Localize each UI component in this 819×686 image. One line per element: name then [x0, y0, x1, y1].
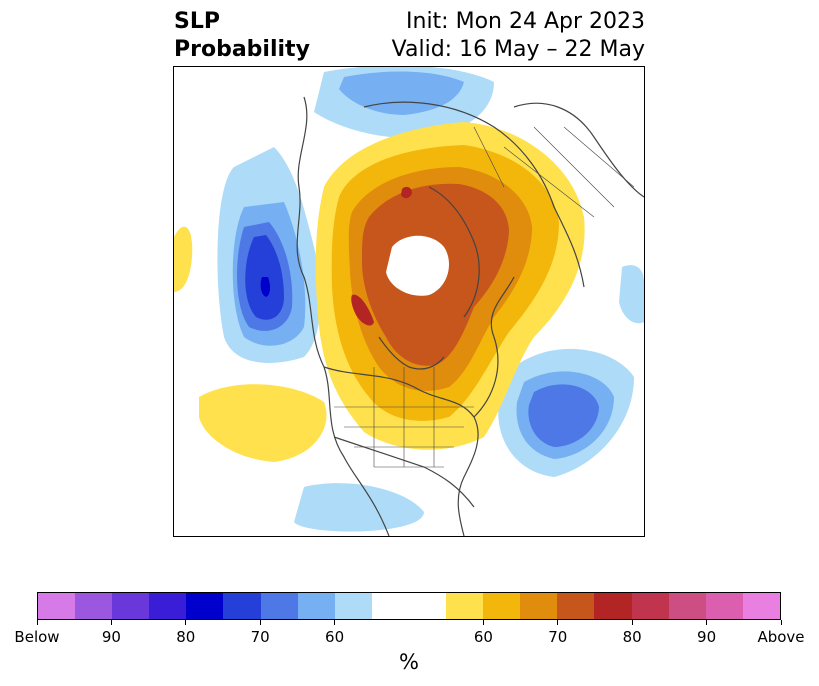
- colorbar-cell: [223, 593, 261, 619]
- globe-map-icon: [174, 67, 644, 536]
- colorbar-cell: [446, 593, 484, 619]
- colorbar-cell: [297, 593, 335, 619]
- colorbar-cell: [520, 593, 558, 619]
- colorbar-tick-label: 90: [101, 628, 121, 646]
- colorbar-cell: [75, 593, 113, 619]
- colorbar-cell: [631, 593, 669, 619]
- polar-white-region: [386, 235, 449, 296]
- colorbar-tick-label: 70: [548, 628, 568, 646]
- colorbar-tick-mark: [334, 620, 336, 625]
- colorbar-cell: [186, 593, 224, 619]
- colorbar-unit: %: [399, 650, 419, 674]
- title-valid: Valid: 16 May – 22 May: [391, 37, 645, 62]
- below-60-region-edge: [619, 265, 644, 324]
- title-product: Probability: [174, 37, 310, 62]
- colorbar-cell: [38, 593, 76, 619]
- probability-map: [173, 66, 645, 537]
- colorbar-tick-label: Above: [757, 628, 805, 646]
- colorbar-cell: [742, 593, 780, 619]
- title-left: SLP Probability: [174, 8, 310, 64]
- colorbar-tick-mark: [631, 620, 633, 625]
- colorbar-tick-mark: [110, 620, 112, 625]
- colorbar-tick-label: 60: [473, 628, 493, 646]
- colorbar-cell: [371, 593, 409, 619]
- colorbar-tick-mark: [482, 620, 484, 625]
- above-60-region-south: [199, 384, 327, 462]
- above-60-region-west-edge: [174, 226, 193, 292]
- colorbar-tick-mark: [706, 620, 708, 625]
- colorbar-tick-mark: [780, 620, 782, 625]
- colorbar-tick-label: 70: [250, 628, 270, 646]
- colorbar-cell: [408, 593, 447, 619]
- colorbar-cell: [557, 593, 595, 619]
- colorbar-cell: [334, 593, 372, 619]
- colorbar-tick-mark: [259, 620, 261, 625]
- title-variable: SLP: [174, 9, 220, 34]
- colorbar-tick-label: 80: [176, 628, 196, 646]
- above-strong-region-2: [351, 294, 374, 326]
- colorbar-cell: [705, 593, 743, 619]
- colorbar-tick-mark: [185, 620, 187, 625]
- title-right: Init: Mon 24 Apr 2023 Valid: 16 May – 22…: [392, 8, 645, 64]
- colorbar-tick-label: 60: [325, 628, 345, 646]
- below-strong-region-west: [260, 277, 271, 297]
- colorbar-cell: [668, 593, 706, 619]
- title-init: Init: Mon 24 Apr 2023: [406, 9, 645, 34]
- colorbar-tick-label: 90: [697, 628, 717, 646]
- colorbar-tick-mark: [557, 620, 559, 625]
- colorbar-cell: [483, 593, 521, 619]
- colorbar-tick-label: Below: [14, 628, 60, 646]
- colorbar-tick-label: 80: [622, 628, 642, 646]
- below-60-region-south: [294, 483, 424, 532]
- colorbar-cell: [260, 593, 298, 619]
- borders: [334, 126, 635, 468]
- below-80-region-east: [528, 384, 599, 447]
- above-strong-region-1: [401, 186, 412, 199]
- colorbar-cell: [149, 593, 187, 619]
- colorbar-tick-mark: [36, 620, 38, 625]
- colorbar-cell: [594, 593, 632, 619]
- coastlines: [296, 96, 644, 536]
- colorbar: [37, 592, 781, 620]
- colorbar-cell: [112, 593, 150, 619]
